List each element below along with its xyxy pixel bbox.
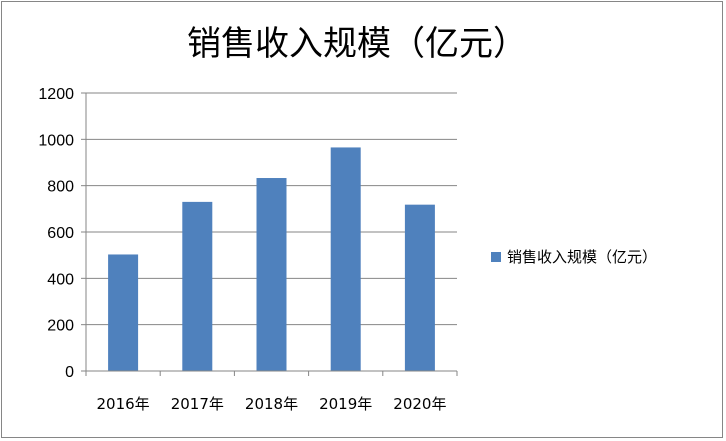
- y-tick-label: 200: [47, 318, 74, 335]
- legend-label: 销售收入规模（亿元）: [507, 248, 658, 266]
- y-tick-label: 1200: [38, 86, 74, 103]
- x-category-labels: 2016年 2017年 2018年 2019年 2020年: [97, 395, 447, 413]
- x-category-label: 2020年: [393, 395, 446, 413]
- bar: [256, 178, 287, 371]
- y-tick-label: 400: [47, 271, 74, 288]
- x-category-label: 2017年: [171, 395, 224, 413]
- x-category-label: 2016年: [97, 395, 150, 413]
- chart-title: 销售收入规模（亿元）: [187, 24, 527, 64]
- axes: [81, 92, 458, 376]
- x-category-label: 2019年: [319, 395, 372, 413]
- legend: 销售收入规模（亿元）: [491, 246, 657, 267]
- bar: [182, 201, 213, 371]
- x-category-label: 2018年: [245, 395, 298, 413]
- y-tick-label: 1000: [38, 132, 74, 149]
- bars: [108, 147, 435, 371]
- y-tick-label: 800: [47, 179, 74, 196]
- bar: [404, 204, 435, 371]
- bar: [330, 147, 361, 371]
- bar: [108, 254, 139, 371]
- legend-swatch: [491, 251, 501, 262]
- y-tick-label: 0: [65, 364, 74, 381]
- y-tick-labels: 0 200 400 600 800 1000 1200: [38, 86, 74, 381]
- y-tick-label: 600: [47, 225, 74, 242]
